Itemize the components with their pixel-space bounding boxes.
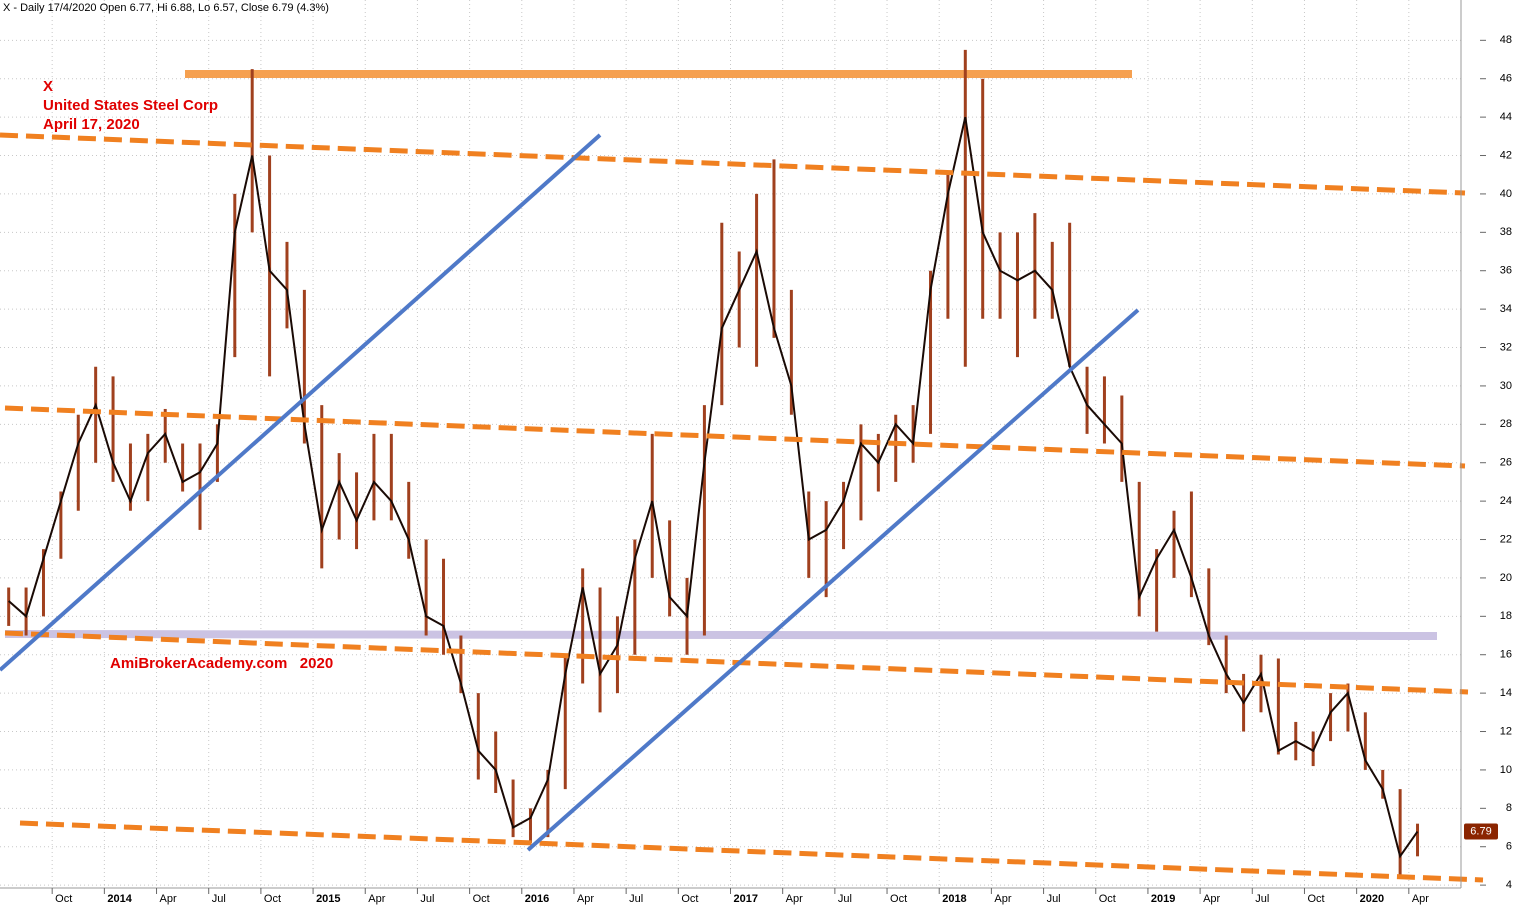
y-tick-label: 10: [1500, 764, 1512, 776]
x-tick-label: 2014: [107, 893, 132, 905]
y-tick-label: 42: [1500, 149, 1512, 161]
y-tick-label: 8: [1506, 802, 1512, 814]
x-tick-label: Apr: [160, 893, 177, 905]
support-line: [4, 630, 1438, 640]
channel-lines: [0, 132, 1484, 883]
y-tick-label: 32: [1500, 341, 1512, 353]
x-tick-label: 2020: [1360, 893, 1384, 905]
x-tick-label: Apr: [577, 893, 594, 905]
x-tick-label: Oct: [1099, 893, 1116, 905]
x-tick-label: 2017: [734, 893, 758, 905]
annotation: United States Steel Corp: [43, 97, 218, 114]
y-tick-label: 40: [1500, 188, 1512, 200]
annotation: X: [43, 78, 53, 95]
channel-line: [19, 820, 1484, 883]
y-tick-label: 14: [1500, 687, 1512, 699]
x-tick-label: Oct: [55, 893, 72, 905]
y-tick-label: 20: [1500, 572, 1512, 584]
x-tick-label: Jul: [420, 893, 434, 905]
y-tick-label: 26: [1500, 457, 1512, 469]
x-tick-label: Apr: [1412, 893, 1429, 905]
trend-line: [0, 133, 602, 672]
price-series: [7, 49, 1420, 876]
last-price-label: 6.79: [1470, 825, 1491, 837]
y-tick-label: 12: [1500, 725, 1512, 737]
x-tick-label: 2019: [1151, 893, 1175, 905]
annotation: AmiBrokerAcademy.com 2020: [110, 655, 333, 672]
trend-line: [526, 308, 1140, 852]
x-tick-label: Apr: [994, 893, 1011, 905]
channel-line: [4, 630, 1469, 695]
x-tick-label: Apr: [368, 893, 385, 905]
x-tick-label: 2016: [525, 893, 549, 905]
chart-title: X - Daily 17/4/2020 Open 6.77, Hi 6.88, …: [3, 2, 329, 14]
x-tick-label: 2015: [316, 893, 340, 905]
x-tick-label: Jul: [212, 893, 226, 905]
channel-line: [0, 132, 1466, 196]
y-tick-label: 16: [1500, 649, 1512, 661]
y-tick-label: 22: [1500, 533, 1512, 545]
x-tick-label: Jul: [629, 893, 643, 905]
x-tick-label: Jul: [838, 893, 852, 905]
x-tick-label: Apr: [786, 893, 803, 905]
y-tick-label: 46: [1500, 73, 1512, 85]
y-tick-label: 4: [1506, 879, 1512, 891]
x-tick-label: Jul: [1047, 893, 1061, 905]
x-tick-label: Oct: [1307, 893, 1324, 905]
y-tick-label: 44: [1500, 111, 1512, 123]
y-tick-label: 30: [1500, 380, 1512, 392]
x-tick-label: Oct: [264, 893, 281, 905]
y-tick-label: 38: [1500, 226, 1512, 238]
y-tick-label: 36: [1500, 265, 1512, 277]
annotation: April 17, 2020: [43, 116, 140, 133]
y-tick-label: 18: [1500, 610, 1512, 622]
y-tick-label: 28: [1500, 418, 1512, 430]
x-tick-label: Jul: [1255, 893, 1269, 905]
trend-lines: [0, 133, 1140, 852]
x-tick-label: Apr: [1203, 893, 1220, 905]
x-tick-label: Oct: [890, 893, 907, 905]
x-tick-label: Oct: [473, 893, 490, 905]
y-tick-label: 48: [1500, 34, 1512, 46]
y-tick-label: 34: [1500, 303, 1512, 315]
y-tick-label: 6: [1506, 841, 1512, 853]
close-line: [8, 116, 1419, 859]
y-tick-label: 24: [1500, 495, 1512, 507]
x-tick-label: Oct: [681, 893, 698, 905]
axes: 4681012141618202224262830323436384042444…: [51, 34, 1512, 905]
x-tick-label: 2018: [942, 893, 966, 905]
last-price-box: [1464, 823, 1498, 840]
channel-line: [4, 405, 1466, 469]
